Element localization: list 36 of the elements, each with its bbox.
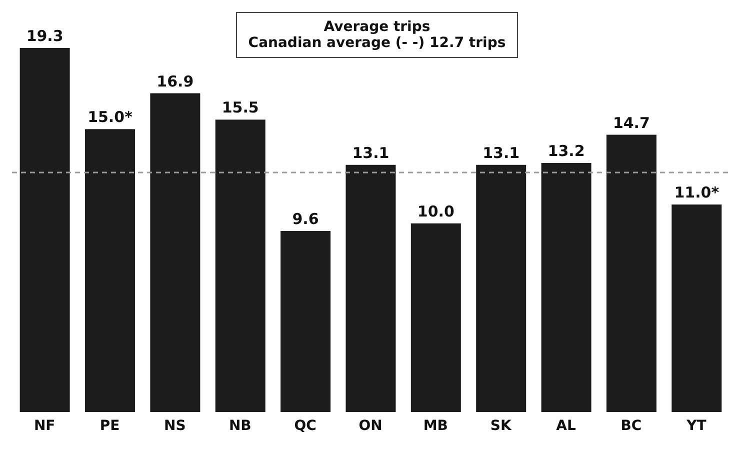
data-label: 13.1 — [482, 144, 520, 162]
x-tick-label: SK — [490, 418, 512, 434]
x-tick-label: ON — [358, 418, 382, 434]
data-label: 19.3 — [26, 27, 64, 45]
bar — [85, 129, 136, 412]
bar — [20, 48, 70, 412]
x-tick-label: NS — [164, 418, 186, 434]
data-label: 13.2 — [548, 142, 585, 160]
data-label: 14.7 — [612, 114, 650, 132]
data-label: 16.9 — [156, 72, 194, 90]
bar — [150, 93, 200, 412]
bar — [672, 204, 722, 412]
bar — [280, 230, 331, 412]
x-tick-label: PE — [100, 418, 120, 434]
x-tick-label: NF — [34, 418, 56, 434]
x-tick-label: QC — [294, 418, 316, 434]
x-tick-label: NB — [228, 418, 252, 434]
data-label: 11.0* — [674, 184, 720, 202]
legend-box: Average trips Canadian average (- -) 12.7 trips — [236, 12, 518, 58]
x-tick-label: YT — [686, 418, 707, 434]
data-label: 13.1 — [352, 144, 390, 162]
bar — [410, 223, 461, 412]
data-label: 9.6 — [292, 210, 319, 228]
x-tick-label: BC — [620, 418, 642, 434]
data-label: 10.0 — [417, 202, 454, 220]
bar — [346, 164, 396, 412]
bar — [215, 120, 266, 412]
data-label: 15.5 — [222, 98, 259, 117]
x-tick-label: MB — [423, 418, 448, 434]
chart-title: Average trips — [322, 19, 432, 35]
chart-subtitle: Canadian average (- -) 12.7 trips — [247, 35, 507, 51]
data-label: 15.0* — [88, 108, 133, 126]
bar — [476, 164, 526, 412]
x-tick-label: AL — [556, 418, 576, 434]
bar — [541, 163, 592, 412]
bar — [606, 134, 656, 412]
